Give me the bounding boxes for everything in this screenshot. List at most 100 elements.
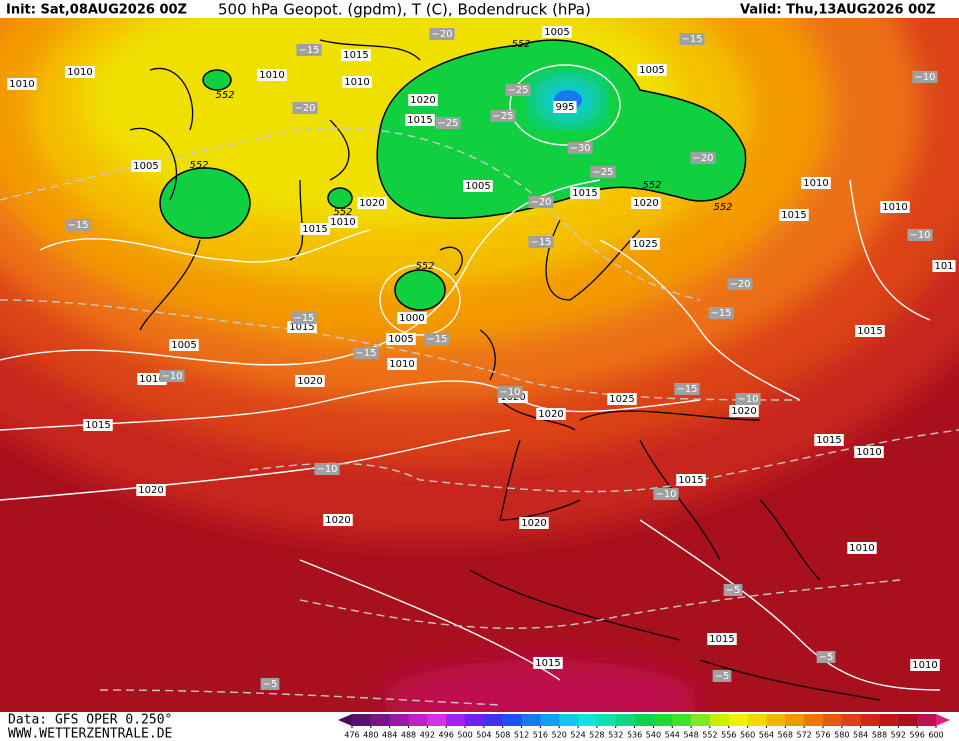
pressure-label-text: 1010 [259,70,284,81]
temperature-label-text: −20 [530,197,551,208]
pressure-label-box [386,333,416,345]
pressure-label-box [607,393,637,405]
temperature-label-box [816,651,836,663]
colorbar-swatch [672,714,692,726]
pressure-label-text: 1010 [803,178,828,189]
height-label: 552 [189,160,208,171]
pressure-label-text: 1020 [633,198,658,209]
pressure-label: 1010 [7,78,37,90]
temperature-label-text: −25 [507,85,528,96]
pressure-label-text: 1020 [138,485,163,496]
pressure-label: 1010 [880,201,910,213]
pressure-label: 1010 [387,358,417,370]
colorbar-label: 516 [533,731,548,740]
pressure-label: 1010 [342,76,372,88]
colorbar-swatch [352,714,372,726]
pressure-label: 1020 [323,514,353,526]
pressure-label: 1015 [341,49,371,61]
colorbar-label: 512 [514,731,529,740]
colorbar-label: 560 [740,731,755,740]
height-label: 552 [333,207,352,218]
height-label: 552 [713,202,732,213]
pressure-label: 1015 [83,419,113,431]
colorbar-swatch [483,714,504,726]
pressure-label-box [932,260,956,272]
temperature-label: −30 [567,142,593,154]
pressure-label-text: 1020 [521,518,546,529]
temperature-label-box [712,670,732,682]
pressure-label-text: 1020 [731,406,756,417]
colorbar-swatch [389,714,410,726]
pressure-label-text: 1015 [678,475,703,486]
temperature-label-text: −15 [530,237,551,248]
temperature-label-text: −10 [499,387,520,398]
pressure-label-box [707,633,737,645]
pressure-label-text: 1010 [389,359,414,370]
colorbar-swatch [747,714,767,726]
temperature-label: −10 [497,386,523,398]
pressure-label: 1020 [357,197,387,209]
pressure-label-box [854,446,884,458]
colorbar-label: 588 [872,731,887,740]
colorbar-swatch [446,714,466,726]
pressure-label-text: 1015 [781,210,806,221]
temperature-label-text: −10 [161,371,182,382]
colorbar-swatch [804,714,824,726]
colorbar-label: 496 [439,731,454,740]
pressure-label-box [300,223,330,235]
temperature-label-box [424,333,450,345]
pressure-label-box [463,180,493,192]
temperature-label: −25 [435,117,461,129]
pressure-label-text: 1015 [816,435,841,446]
pressure-label: 1010 [137,373,167,385]
pressure-label-box [729,405,759,417]
pressure-label: 1015 [405,114,435,126]
pressure-label-box [323,514,353,526]
colorbar-label: 556 [721,731,736,740]
pressure-label-text: 1025 [609,394,634,405]
height-label-text: 552 [333,207,352,218]
temperature-label-box [292,102,318,114]
colorbar-label: 592 [891,731,906,740]
pressure-label-box [814,434,844,446]
temperature-label-text: −20 [431,29,452,40]
pressure-label: 1000 [397,312,427,324]
pressure-label-text: 1015 [572,188,597,199]
pressure-label-box [533,657,563,669]
pressure-label: 1010 [910,659,940,671]
pressure-label-box [542,26,572,38]
colorbar-label: 488 [401,731,416,740]
colorbar-swatch [841,714,862,726]
pressure-label: 1005 [169,339,199,351]
colorbar-label: 504 [476,731,491,740]
colorbar-swatch [559,714,579,726]
colorbar-end [936,714,950,726]
colorbar-label: 564 [759,731,774,740]
temperature-label-text: −10 [316,464,337,475]
temperature-label-box [490,110,516,122]
colorbar-label: 536 [627,731,642,740]
colorbar-label: 532 [608,731,623,740]
temperature-label-text: −10 [909,230,930,241]
valid-time: Valid: Thu,13AUG2026 00Z [740,3,936,18]
pressure-label-box [631,197,661,209]
temperature-label: −10 [159,370,185,382]
temperature-label-text: −20 [692,153,713,164]
temperature-label-text: −15 [676,384,697,395]
pressure-label-box [342,76,372,88]
temperature-label: −5 [712,670,732,682]
colorbar-label: 480 [363,731,378,740]
pressure-label-text: 1010 [856,447,881,458]
pressure-label: 1020 [729,405,759,417]
pressure-label: 1010 [854,446,884,458]
pressure-label-box [397,312,427,324]
colorbar-swatch [502,714,523,726]
pressure-label-text: 1015 [289,322,314,333]
colorbar-label: 580 [834,731,849,740]
temperature-label-box [723,584,743,596]
temperature-label: −5 [816,651,836,663]
pressure-label-text: 1015 [407,115,432,126]
pressure-label-box [131,160,161,172]
pressure-label-box [910,659,940,671]
pressure-label-box [630,238,660,250]
